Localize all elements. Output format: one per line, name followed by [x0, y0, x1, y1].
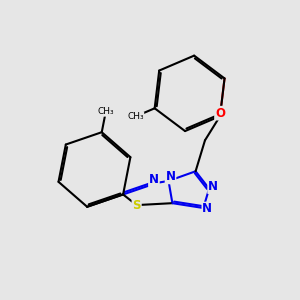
Text: CH₃: CH₃ — [127, 112, 144, 121]
Text: N: N — [202, 202, 212, 215]
Text: O: O — [215, 106, 225, 120]
Text: CH₃: CH₃ — [98, 107, 114, 116]
Text: N: N — [149, 173, 159, 186]
Text: S: S — [132, 199, 141, 212]
Text: N: N — [208, 180, 218, 193]
Text: N: N — [166, 170, 176, 183]
